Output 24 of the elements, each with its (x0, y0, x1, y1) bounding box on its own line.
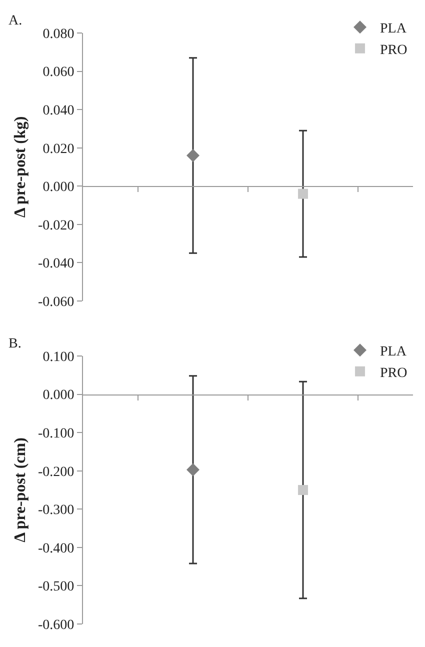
y-tick-label: 0.000 (42, 180, 74, 196)
y-tick-label: -0.060 (38, 294, 74, 310)
y-tick-label: -0.040 (38, 256, 74, 272)
chart-title: A. (8, 13, 22, 28)
y-tick-label: 0.020 (42, 142, 74, 157)
y-tick-label: 0.060 (42, 65, 74, 80)
legend-label: PLA (380, 344, 408, 360)
y-axis-title: Δ pre-post (cm) (12, 438, 29, 542)
y-tick-label: -0.020 (38, 218, 74, 234)
y-tick-label: -0.600 (38, 618, 74, 633)
y-tick-label: -0.500 (38, 580, 74, 595)
y-tick-label: -0.100 (38, 426, 74, 442)
y-tick-label: -0.400 (38, 541, 74, 556)
legend-label: PRO (380, 366, 408, 381)
legend-label: PLA (380, 22, 408, 37)
y-axis-title: Δ pre-post (kg) (12, 116, 29, 218)
y-tick-label: -0.200 (38, 464, 74, 480)
legend-label: PRO (380, 42, 408, 58)
y-tick-label: 0.000 (42, 388, 74, 404)
y-tick-label: 0.100 (42, 350, 74, 365)
chart-title: B. (8, 336, 22, 352)
y-tick-label: 0.080 (42, 26, 74, 42)
y-tick-label: 0.040 (42, 103, 74, 118)
y-tick-label: -0.300 (38, 503, 74, 518)
